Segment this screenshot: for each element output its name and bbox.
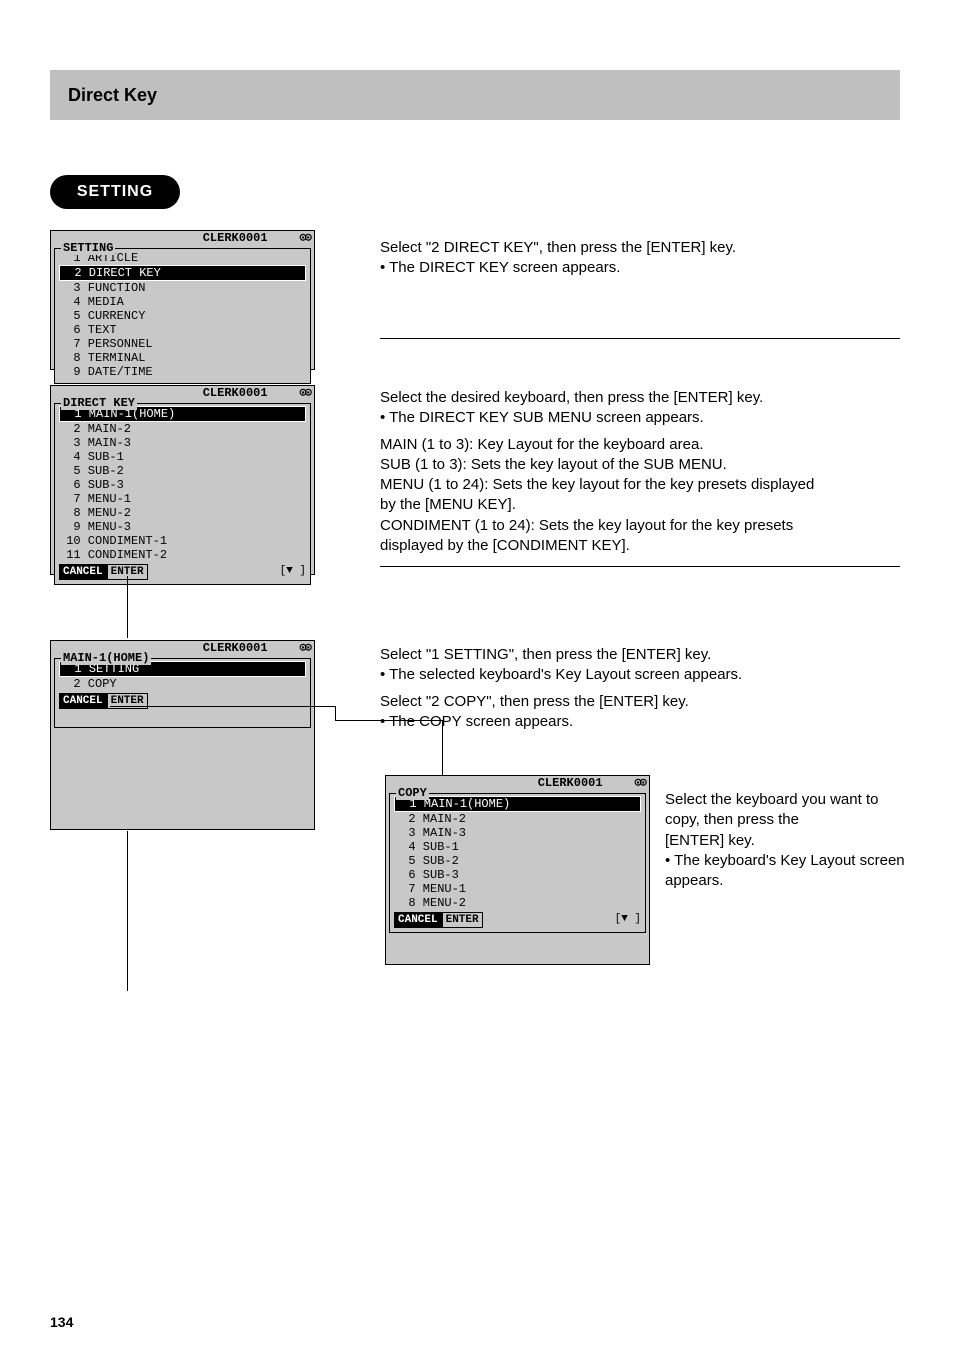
- cancel-button[interactable]: CANCEL: [394, 912, 442, 928]
- instruction-text: Select the desired keyboard, then press …: [380, 388, 900, 408]
- connector-line: [110, 706, 335, 707]
- list-item[interactable]: 3 MAIN-3: [59, 436, 306, 450]
- indicator-icon: ⊙⊙: [300, 641, 310, 655]
- screen-setting: CLERK0001 ⊙⊙ SETTING 1 ARTICLE 2 DIRECT …: [50, 230, 315, 370]
- instruction-text: MENU (1 to 24): Sets the key layout for …: [380, 475, 900, 495]
- clerk-label: CLERK0001: [203, 231, 268, 245]
- screen-copy: CLERK0001 ⊙⊙ COPY 1 MAIN-1(HOME) 2 MAIN-…: [385, 775, 650, 965]
- clerk-label: CLERK0001: [538, 776, 603, 790]
- section-header: Direct Key: [50, 70, 900, 120]
- cancel-button[interactable]: CANCEL: [59, 564, 107, 580]
- panel-copy-title: COPY: [396, 786, 429, 800]
- instruction-text: [ENTER] key.: [665, 831, 915, 851]
- list-item[interactable]: 7 MENU-1: [394, 882, 641, 896]
- cancel-button[interactable]: CANCEL: [59, 693, 107, 709]
- list-item[interactable]: 4 SUB-1: [59, 450, 306, 464]
- instruction-text: • The selected keyboard's Key Layout scr…: [380, 665, 900, 685]
- connector-line: [127, 576, 128, 638]
- list-item[interactable]: 9 DATE/TIME: [59, 365, 306, 379]
- panel-main1-title: MAIN-1(HOME): [61, 651, 151, 665]
- instruction-2: Select the desired keyboard, then press …: [380, 388, 900, 567]
- indicator-icon: ⊙⊙: [635, 776, 645, 790]
- panel-directkey: DIRECT KEY 1 MAIN-1(HOME) 2 MAIN-2 3 MAI…: [54, 403, 311, 585]
- panel-setting-title: SETTING: [61, 241, 115, 255]
- instruction-4: Select the keyboard you want to copy, th…: [665, 790, 915, 891]
- connector-line: [335, 720, 442, 721]
- divider: [380, 566, 900, 567]
- copy-list: 1 MAIN-1(HOME) 2 MAIN-2 3 MAIN-3 4 SUB-1…: [394, 796, 641, 910]
- list-item[interactable]: 6 TEXT: [59, 323, 306, 337]
- list-item[interactable]: 11 CONDIMENT-2: [59, 548, 306, 562]
- instruction-text: Select "2 COPY", then press the [ENTER] …: [380, 692, 900, 712]
- indicator-icon: ⊙⊙: [300, 386, 310, 400]
- instruction-text: • The DIRECT KEY screen appears.: [380, 258, 900, 278]
- screen-main1: CLERK0001 ⊙⊙ MAIN-1(HOME) 1 SETTING 2 CO…: [50, 640, 315, 830]
- enter-button[interactable]: ENTER: [442, 912, 483, 928]
- list-item[interactable]: 4 MEDIA: [59, 295, 306, 309]
- panel-directkey-title: DIRECT KEY: [61, 396, 137, 410]
- list-item[interactable]: 1 MAIN-1(HOME): [394, 796, 641, 812]
- list-item[interactable]: 2 MAIN-2: [394, 812, 641, 826]
- list-item[interactable]: 7 MENU-1: [59, 492, 306, 506]
- list-item[interactable]: 6 SUB-3: [394, 868, 641, 882]
- list-item[interactable]: 5 SUB-2: [59, 464, 306, 478]
- list-item[interactable]: 4 SUB-1: [394, 840, 641, 854]
- panel-setting: SETTING 1 ARTICLE 2 DIRECT KEY 3 FUNCTIO…: [54, 248, 311, 384]
- list-item[interactable]: 9 MENU-3: [59, 520, 306, 534]
- instruction-text: Select "1 SETTING", then press the [ENTE…: [380, 645, 900, 665]
- list-item[interactable]: 7 PERSONNEL: [59, 337, 306, 351]
- list-item[interactable]: 2 MAIN-2: [59, 422, 306, 436]
- list-item[interactable]: 8 TERMINAL: [59, 351, 306, 365]
- button-bar: CANCEL ENTER [▼ ]: [59, 564, 306, 580]
- connector-line: [335, 706, 336, 720]
- directkey-list: 1 MAIN-1(HOME) 2 MAIN-2 3 MAIN-3 4 SUB-1…: [59, 406, 306, 562]
- main1-list: 1 SETTING 2 COPY: [59, 661, 306, 691]
- instruction-text: • The COPY screen appears.: [380, 712, 900, 732]
- clerk-label: CLERK0001: [203, 386, 268, 400]
- setting-list: 1 ARTICLE 2 DIRECT KEY 3 FUNCTION 4 MEDI…: [59, 251, 306, 379]
- instruction-text: displayed by the [CONDIMENT KEY].: [380, 536, 900, 556]
- list-item[interactable]: 3 FUNCTION: [59, 281, 306, 295]
- instruction-text: Select the keyboard you want to copy, th…: [665, 790, 915, 831]
- list-item[interactable]: 2 COPY: [59, 677, 306, 691]
- setting-pill: SETTING: [50, 175, 180, 209]
- page-number: 134: [50, 1314, 73, 1330]
- divider: [380, 338, 900, 339]
- instruction-text: CONDIMENT (1 to 24): Sets the key layout…: [380, 516, 900, 536]
- button-bar: CANCEL ENTER [▼ ]: [394, 912, 641, 928]
- list-item[interactable]: 6 SUB-3: [59, 478, 306, 492]
- instruction-1: Select "2 DIRECT KEY", then press the [E…: [380, 238, 900, 339]
- scroll-down-icon: [▼ ]: [280, 564, 306, 580]
- instruction-text: Select "2 DIRECT KEY", then press the [E…: [380, 238, 900, 258]
- instruction-text: MAIN (1 to 3): Key Layout for the keyboa…: [380, 435, 900, 455]
- list-item[interactable]: 2 DIRECT KEY: [59, 265, 306, 281]
- instruction-text: by the [MENU KEY].: [380, 495, 900, 515]
- connector-line: [442, 720, 443, 775]
- list-item[interactable]: 5 SUB-2: [394, 854, 641, 868]
- instruction-text: • The keyboard's Key Layout screen appea…: [665, 851, 915, 892]
- setting-pill-label: SETTING: [77, 183, 153, 201]
- list-item[interactable]: 8 MENU-2: [394, 896, 641, 910]
- instruction-text: SUB (1 to 3): Sets the key layout of the…: [380, 455, 900, 475]
- list-item[interactable]: 10 CONDIMENT-1: [59, 534, 306, 548]
- section-title: Direct Key: [68, 85, 157, 106]
- connector-line: [127, 831, 128, 991]
- scroll-down-icon: [▼ ]: [615, 912, 641, 928]
- list-item[interactable]: 8 MENU-2: [59, 506, 306, 520]
- list-item[interactable]: 3 MAIN-3: [394, 826, 641, 840]
- instruction-text: • The DIRECT KEY SUB MENU screen appears…: [380, 408, 900, 428]
- list-item[interactable]: 5 CURRENCY: [59, 309, 306, 323]
- clerk-label: CLERK0001: [203, 641, 268, 655]
- screen-directkey: CLERK0001 ⊙⊙ DIRECT KEY 1 MAIN-1(HOME) 2…: [50, 385, 315, 575]
- panel-main1: MAIN-1(HOME) 1 SETTING 2 COPY CANCEL ENT…: [54, 658, 311, 728]
- instruction-3: Select "1 SETTING", then press the [ENTE…: [380, 645, 900, 732]
- panel-copy: COPY 1 MAIN-1(HOME) 2 MAIN-2 3 MAIN-3 4 …: [389, 793, 646, 933]
- indicator-icon: ⊙⊙: [300, 231, 310, 245]
